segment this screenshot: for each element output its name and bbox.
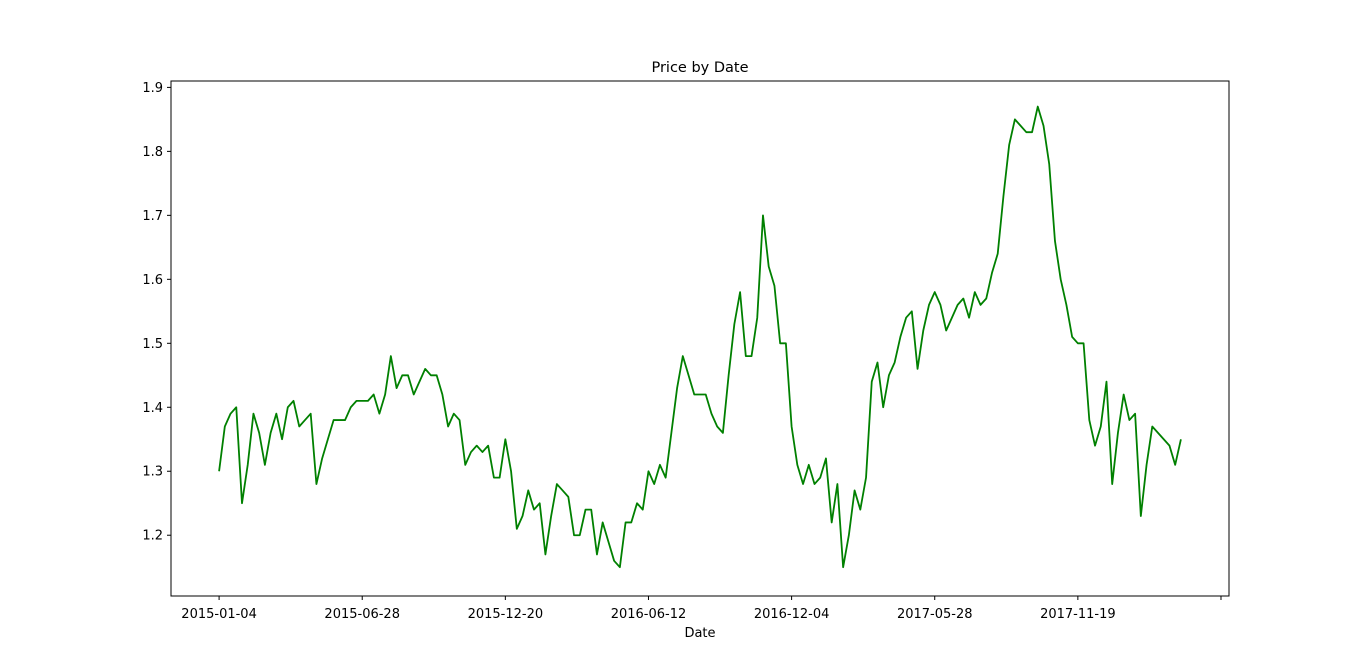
x-tick-label: 2015-01-04 — [181, 607, 257, 622]
y-axis: 1.2 1.3 1.4 1.5 1.6 1.7 1.8 1.9 — [142, 81, 171, 544]
x-axis-label: Date — [684, 626, 715, 641]
y-tick-label: 1.2 — [142, 529, 163, 544]
chart-title: Price by Date — [651, 60, 748, 76]
y-tick-label: 1.5 — [142, 337, 163, 352]
series-line — [218, 105, 1182, 569]
x-tick-label: 2017-05-28 — [897, 607, 973, 622]
x-axis: 2015-01-04 2015-06-28 2015-12-20 2016-06-12… — [181, 596, 1222, 622]
plot-area — [218, 105, 1182, 569]
x-tick-label: 2015-12-20 — [468, 607, 544, 622]
x-tick-label: 2016-06-12 — [611, 607, 687, 622]
y-tick-label: 1.6 — [142, 273, 163, 288]
y-tick-label: 1.9 — [142, 81, 163, 96]
x-tick-label: 2017-11-19 — [1040, 607, 1116, 622]
x-tick-label: 2016-12-04 — [754, 607, 830, 622]
plot-frame — [170, 80, 1230, 597]
y-tick-label: 1.8 — [142, 145, 163, 160]
y-tick-label: 1.3 — [142, 465, 163, 480]
y-tick-label: 1.4 — [142, 401, 163, 416]
x-tick-label: 2015-06-28 — [324, 607, 400, 622]
y-tick-label: 1.7 — [142, 209, 163, 224]
